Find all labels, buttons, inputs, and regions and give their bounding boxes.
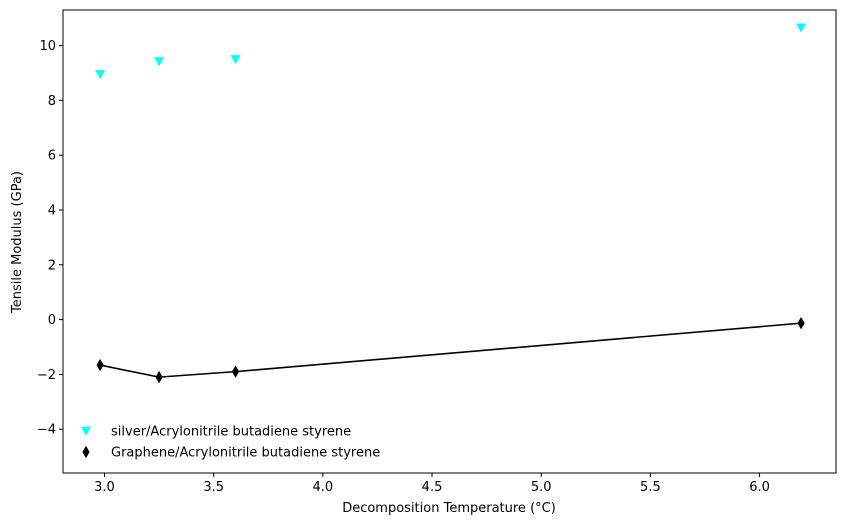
- y-axis: −4 −2 0 2 4 6 8 10: [37, 39, 63, 438]
- y-tick-label: 6: [48, 149, 56, 164]
- y-axis-label: Tensile Modulus (GPa): [10, 171, 25, 314]
- data-point: [95, 70, 106, 80]
- plot-frame: [62, 9, 837, 474]
- series-1: [95, 23, 807, 80]
- x-axis-label: Decomposition Temperature (°C): [342, 501, 556, 516]
- legend-marker: [81, 426, 91, 436]
- x-tick-label: 6.0: [749, 480, 770, 495]
- y-tick-label: 10: [39, 39, 56, 54]
- x-tick-label: 4.0: [313, 480, 334, 495]
- x-tick-label: 4.5: [422, 480, 443, 495]
- series-2: [96, 316, 805, 384]
- legend-marker: [82, 445, 90, 459]
- y-tick-label: 8: [48, 94, 56, 109]
- data-point: [230, 55, 241, 65]
- data-point: [796, 23, 807, 33]
- y-tick-label: 0: [48, 313, 56, 328]
- x-tick-label: 3.0: [94, 480, 115, 495]
- y-tick-label: −2: [37, 368, 56, 383]
- x-tick-label: 3.5: [203, 480, 224, 495]
- data-point: [797, 316, 805, 330]
- y-tick-label: 4: [48, 203, 56, 218]
- legend: silver/Acrylonitrile butadiene styrene Gr…: [81, 425, 380, 461]
- x-tick-label: 5.0: [531, 480, 552, 495]
- legend-label: silver/Acrylonitrile butadiene styrene: [111, 425, 351, 440]
- data-point: [231, 365, 240, 378]
- y-tick-label: −4: [37, 423, 56, 438]
- x-axis: 3.0 3.5 4.0 4.5 5.0 5.5 6.0: [94, 473, 770, 495]
- series-line: [99, 322, 802, 378]
- data-point: [154, 57, 165, 67]
- y-tick-label: 2: [48, 258, 56, 273]
- data-point: [155, 370, 163, 384]
- data-point: [96, 358, 104, 372]
- legend-label: Graphene/Acrylonitrile butadiene styrene: [111, 446, 380, 461]
- plot-area: [95, 23, 807, 384]
- x-tick-label: 5.5: [640, 480, 661, 495]
